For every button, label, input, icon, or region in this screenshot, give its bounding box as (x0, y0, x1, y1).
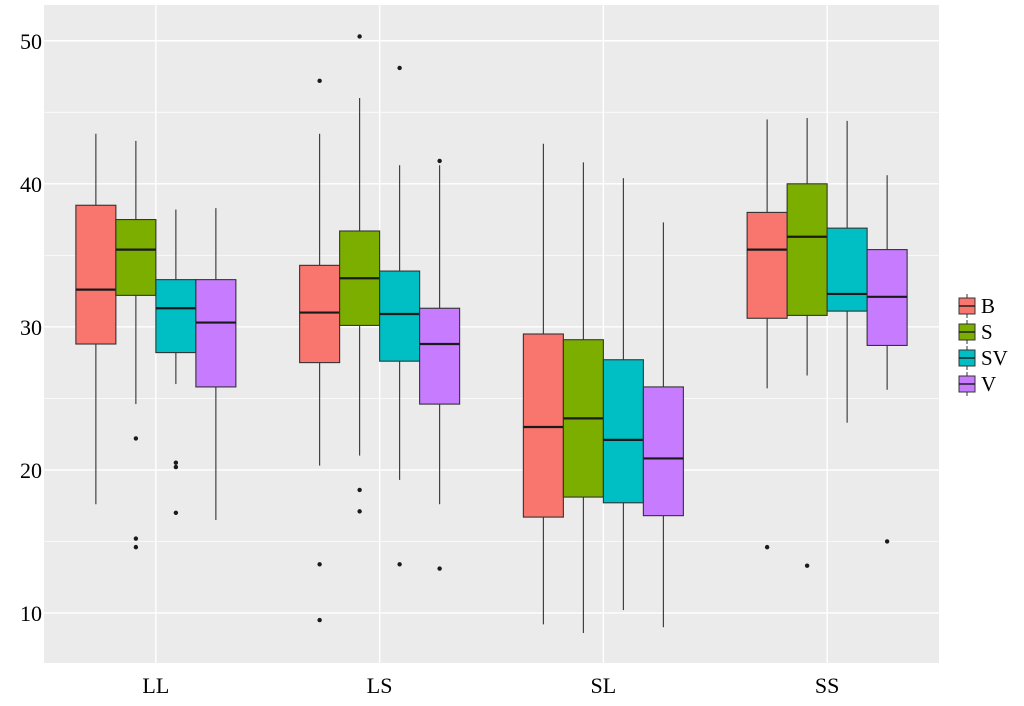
y-axis-ticks: 10 20 30 40 50 (20, 29, 42, 626)
box-body (826, 227, 868, 312)
box-body (379, 270, 421, 362)
box-SV-SL (602, 178, 644, 611)
outlier-point (133, 436, 139, 441)
outlier-point (437, 158, 442, 164)
outlier-point (397, 65, 402, 71)
box-body (115, 219, 157, 296)
box-body (155, 279, 197, 354)
legend-item-B: B (958, 294, 995, 318)
box-SV-LS (379, 65, 421, 567)
box-B-SS (746, 119, 788, 550)
box-S-SL (562, 162, 604, 633)
legend-item-V: V (958, 372, 996, 396)
outlier-point (133, 536, 139, 541)
y-tick-label: 50 (20, 29, 42, 54)
outlier-point (173, 464, 179, 470)
x-tick-label: LS (367, 673, 393, 698)
outlier-point (357, 34, 362, 39)
outlier-point (884, 539, 890, 544)
box-S-LS (339, 34, 381, 514)
box-body (195, 279, 237, 388)
outlier-point (133, 544, 139, 550)
outlier-point (357, 487, 362, 493)
box-body (299, 264, 341, 364)
box-body (746, 211, 788, 319)
box-body (419, 307, 461, 405)
legend-label: SV (981, 346, 1008, 370)
y-tick-label: 30 (20, 315, 42, 340)
box-S-LL (115, 140, 157, 550)
x-axis-ticks: LL LS SL SS (142, 673, 839, 698)
legend-label: S (981, 320, 993, 344)
box-V-SS (866, 175, 908, 544)
box-B-LL (75, 133, 117, 505)
box-body (75, 204, 117, 345)
box-V-LL (195, 208, 237, 520)
outlier-point (804, 563, 810, 568)
legend-item-SV: SV (958, 346, 1008, 370)
outlier-point (317, 78, 322, 84)
outlier-point (173, 510, 179, 516)
outlier-point (317, 617, 322, 623)
box-body (642, 386, 684, 517)
box-SV-SS (826, 120, 868, 423)
box-body (522, 333, 564, 518)
y-tick-label: 40 (20, 172, 42, 197)
box-V-LS (419, 158, 461, 571)
y-tick-label: 20 (20, 458, 42, 483)
legend-label: B (981, 294, 995, 318)
x-tick-label: SS (815, 673, 839, 698)
outlier-point (397, 562, 402, 567)
outlier-point (437, 566, 442, 571)
y-tick-label: 10 (20, 601, 42, 626)
box-groups (75, 34, 908, 633)
outlier-point (357, 509, 362, 514)
legend-item-S: S (958, 320, 993, 344)
box-V-SL (642, 222, 684, 628)
outlier-point (764, 544, 770, 550)
x-tick-label: SL (591, 673, 617, 698)
x-tick-label: LL (142, 673, 169, 698)
legend-label: V (981, 372, 996, 396)
box-body (786, 183, 828, 316)
box-body (602, 359, 644, 504)
outlier-point (173, 460, 179, 465)
box-SV-LL (155, 209, 197, 516)
box-S-SS (786, 118, 828, 568)
box-B-SL (522, 143, 564, 625)
outlier-point (317, 562, 322, 567)
